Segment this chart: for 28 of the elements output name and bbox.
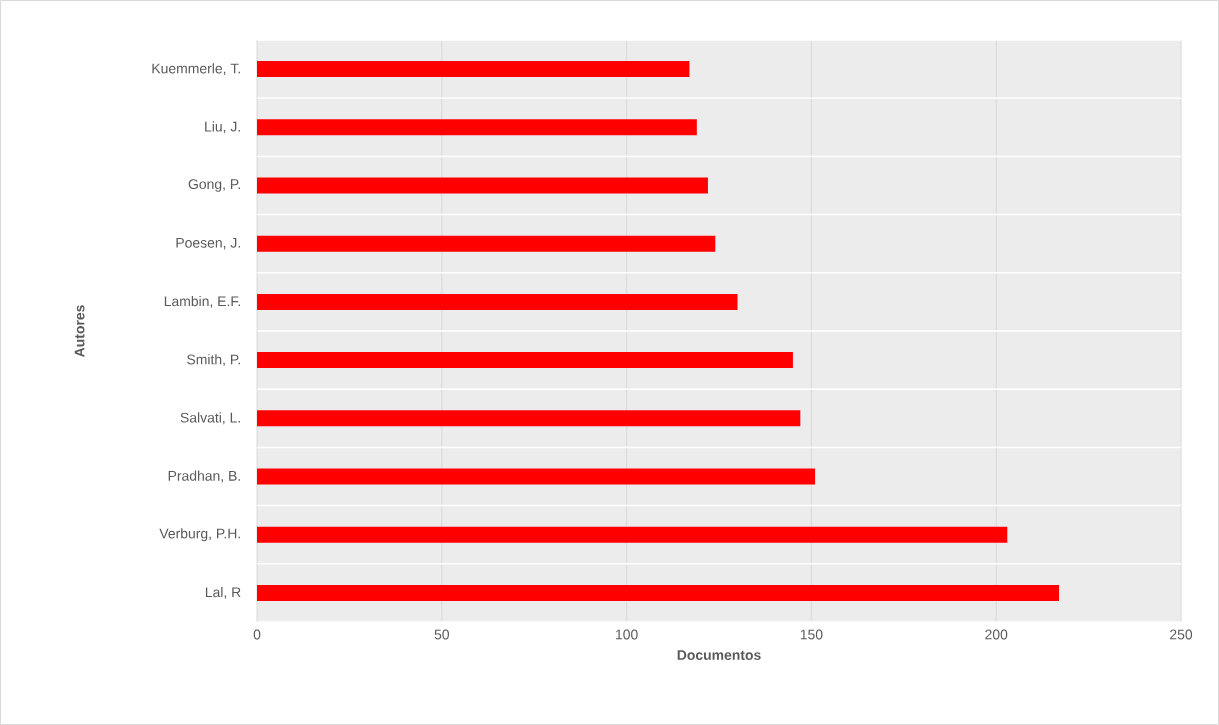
bar: [257, 468, 816, 485]
x-axis-title: Documentos: [677, 650, 761, 660]
y-tick-label: Pradhan, B.: [168, 470, 240, 483]
x-tick-label: 0: [253, 629, 261, 640]
bar: [257, 293, 738, 310]
bar: [257, 177, 708, 194]
bar: [257, 352, 793, 369]
bar: [257, 584, 1060, 601]
bar: [257, 119, 697, 136]
y-tick-label: Lambin, E.F.: [164, 295, 240, 308]
y-tick-label: Smith, P.: [187, 354, 240, 367]
bar: [257, 61, 690, 78]
y-tick-label: Poesen, J.: [176, 238, 240, 250]
y-tick-label: Liu, J.: [205, 121, 240, 134]
y-axis-title: Autores: [74, 305, 85, 357]
bar: [257, 235, 716, 252]
bar: [257, 410, 801, 427]
y-tick-label: Salvati, L.: [180, 412, 240, 425]
y-tick-label: Kuemmerle, T.: [152, 63, 240, 76]
y-tick-label: Lal, R: [205, 586, 241, 599]
x-tick-label: 50: [434, 629, 450, 640]
x-tick-label: 250: [1170, 629, 1193, 640]
y-tick-label: Gong, P.: [188, 179, 240, 192]
y-tick-label: Verburg, P.H.: [159, 528, 240, 542]
x-tick-label: 200: [985, 629, 1008, 640]
x-tick-label: 150: [800, 629, 823, 640]
x-tick-label: 100: [616, 629, 638, 640]
bar: [257, 526, 1008, 543]
